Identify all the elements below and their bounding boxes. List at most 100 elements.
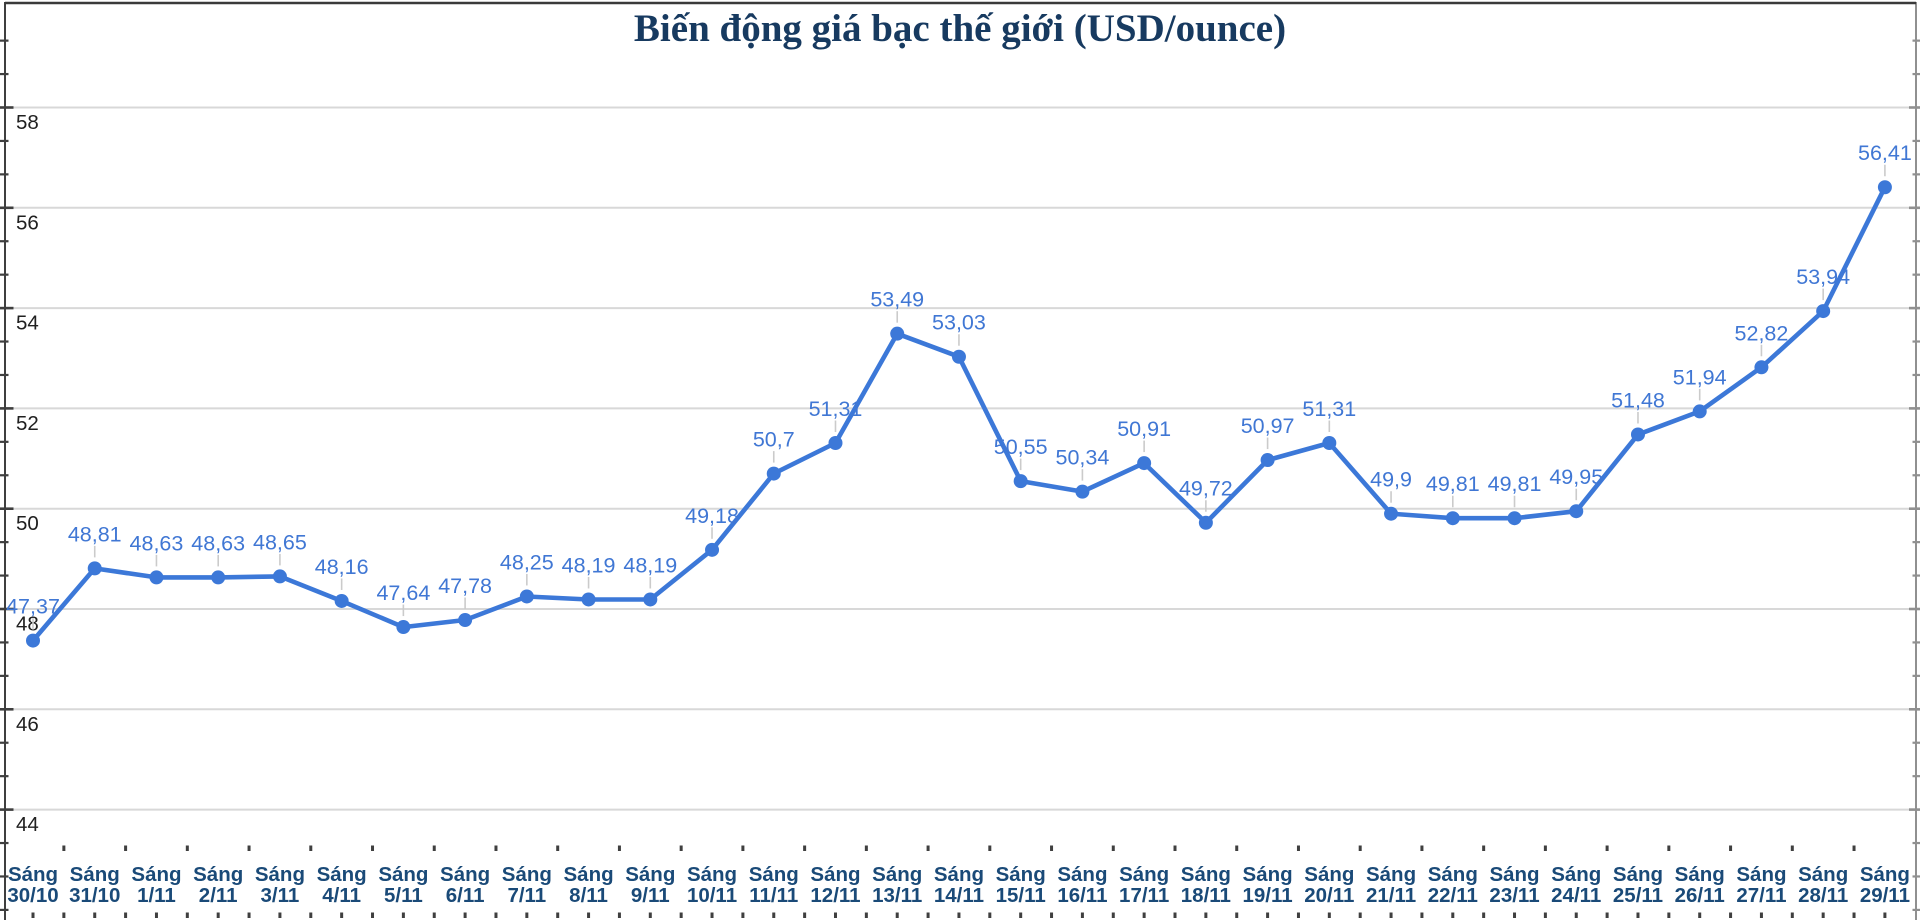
data-point[interactable]: [396, 620, 411, 635]
data-point[interactable]: [1816, 304, 1831, 319]
data-point[interactable]: [581, 592, 596, 607]
x-axis-category-label: Sáng 29/11: [1860, 863, 1910, 907]
x-axis-bottom-tick: [93, 912, 97, 918]
data-point[interactable]: [334, 593, 349, 608]
x-axis-category-label: Sáng 15/11: [996, 863, 1046, 907]
x-axis-bottom-tick: [1019, 912, 1023, 918]
data-point[interactable]: [1569, 504, 1584, 519]
data-point-label: 50,91: [1117, 417, 1171, 441]
x-axis-bottom-tick: [463, 912, 467, 918]
data-point[interactable]: [1445, 511, 1460, 526]
data-point-label: 47,64: [376, 581, 430, 605]
x-axis-category-label: Sáng 6/11: [440, 863, 490, 907]
data-point-label: 50,34: [1056, 446, 1110, 470]
data-point[interactable]: [1137, 456, 1152, 471]
x-axis-bottom-tick: [1667, 912, 1671, 918]
x-axis-bottom-tick: [957, 912, 961, 918]
data-point-label: 53,49: [870, 288, 924, 312]
x-axis-category-label: Sáng 16/11: [1057, 863, 1107, 907]
x-axis-bottom-tick: [247, 912, 251, 918]
x-axis-category-label: Sáng 26/11: [1675, 863, 1725, 907]
data-point[interactable]: [87, 561, 102, 576]
x-axis-bottom-tick: [1513, 912, 1517, 918]
x-axis-bottom-tick: [833, 912, 837, 918]
x-axis-bottom-tick: [1852, 912, 1856, 918]
data-point[interactable]: [1384, 506, 1399, 521]
x-axis-category-label: Sáng 11/11: [749, 863, 799, 907]
data-point[interactable]: [1630, 427, 1645, 442]
x-axis-tick: [247, 845, 251, 851]
data-point-label: 51,31: [1302, 397, 1356, 421]
x-axis-bottom-tick: [1605, 912, 1609, 918]
data-point[interactable]: [458, 613, 473, 628]
data-point[interactable]: [1507, 511, 1522, 526]
x-axis-bottom-tick: [401, 912, 405, 918]
data-point[interactable]: [766, 466, 781, 481]
data-point[interactable]: [26, 633, 40, 648]
x-axis-category-label: Sáng 23/11: [1489, 863, 1539, 907]
data-point[interactable]: [211, 570, 226, 585]
x-axis-bottom-tick: [803, 912, 807, 918]
data-point-label: 48,63: [130, 531, 184, 555]
data-point[interactable]: [1198, 515, 1213, 530]
x-axis-bottom-tick: [185, 912, 189, 918]
data-point[interactable]: [643, 592, 658, 607]
x-axis-bottom-tick: [1543, 912, 1547, 918]
data-point[interactable]: [149, 570, 164, 585]
x-axis-category-label: Sáng 18/11: [1181, 863, 1231, 907]
data-point[interactable]: [705, 542, 720, 557]
data-point-label: 48,65: [253, 530, 307, 554]
x-axis-bottom-tick: [124, 912, 128, 918]
x-axis-bottom-tick: [1698, 912, 1702, 918]
data-point[interactable]: [1013, 474, 1028, 489]
x-axis-bottom-tick: [679, 912, 683, 918]
data-point-label: 48,25: [500, 550, 554, 574]
data-point[interactable]: [1075, 484, 1090, 499]
data-point[interactable]: [828, 436, 843, 451]
x-axis-category-label: Sáng 12/11: [810, 863, 860, 907]
x-axis-category-label: Sáng 30/10: [7, 863, 58, 907]
x-axis-tick: [803, 845, 807, 851]
data-point-label: 47,78: [438, 574, 492, 598]
x-axis-tick: [494, 845, 498, 851]
data-point[interactable]: [1754, 360, 1769, 375]
data-point-label: 51,31: [809, 397, 863, 421]
data-point[interactable]: [1692, 404, 1707, 419]
x-axis-tick: [1543, 845, 1547, 851]
data-point[interactable]: [519, 589, 534, 604]
y-axis-tick-label: 50: [16, 512, 39, 535]
x-axis-bottom-tick: [340, 912, 344, 918]
x-axis-tick: [1296, 845, 1300, 851]
data-point-label: 49,9: [1370, 468, 1412, 492]
x-axis-bottom-tick: [1327, 912, 1331, 918]
x-axis-tick: [988, 845, 992, 851]
x-axis-category-label: Sáng 5/11: [378, 863, 428, 907]
x-axis-bottom-tick: [1142, 912, 1146, 918]
data-point-label: 51,48: [1611, 388, 1665, 412]
x-axis-tick: [1605, 845, 1609, 851]
x-axis-tick: [309, 845, 313, 851]
x-axis-tick: [432, 845, 436, 851]
data-point[interactable]: [890, 326, 905, 341]
data-point-label: 49,81: [1488, 472, 1542, 496]
x-axis-category-label: Sáng 14/11: [934, 863, 984, 907]
data-point[interactable]: [272, 569, 287, 584]
x-axis-category-label: Sáng 8/11: [564, 863, 614, 907]
x-axis-bottom-tick: [1173, 912, 1177, 918]
x-axis-bottom-tick: [154, 912, 158, 918]
data-point-label: 47,37: [6, 595, 60, 619]
x-axis-bottom-tick: [31, 912, 35, 918]
data-point-label: 50,55: [994, 435, 1048, 459]
y-axis-tick-label: 58: [16, 111, 39, 134]
x-axis-bottom-tick: [864, 912, 868, 918]
data-point-label: 50,7: [753, 428, 795, 452]
data-point[interactable]: [1260, 453, 1275, 468]
data-point-label: 49,18: [685, 504, 739, 528]
x-axis-tick: [1358, 845, 1362, 851]
x-axis-tick: [1050, 845, 1054, 851]
data-point[interactable]: [1877, 180, 1892, 195]
data-point[interactable]: [951, 349, 966, 364]
data-point[interactable]: [1322, 436, 1337, 451]
